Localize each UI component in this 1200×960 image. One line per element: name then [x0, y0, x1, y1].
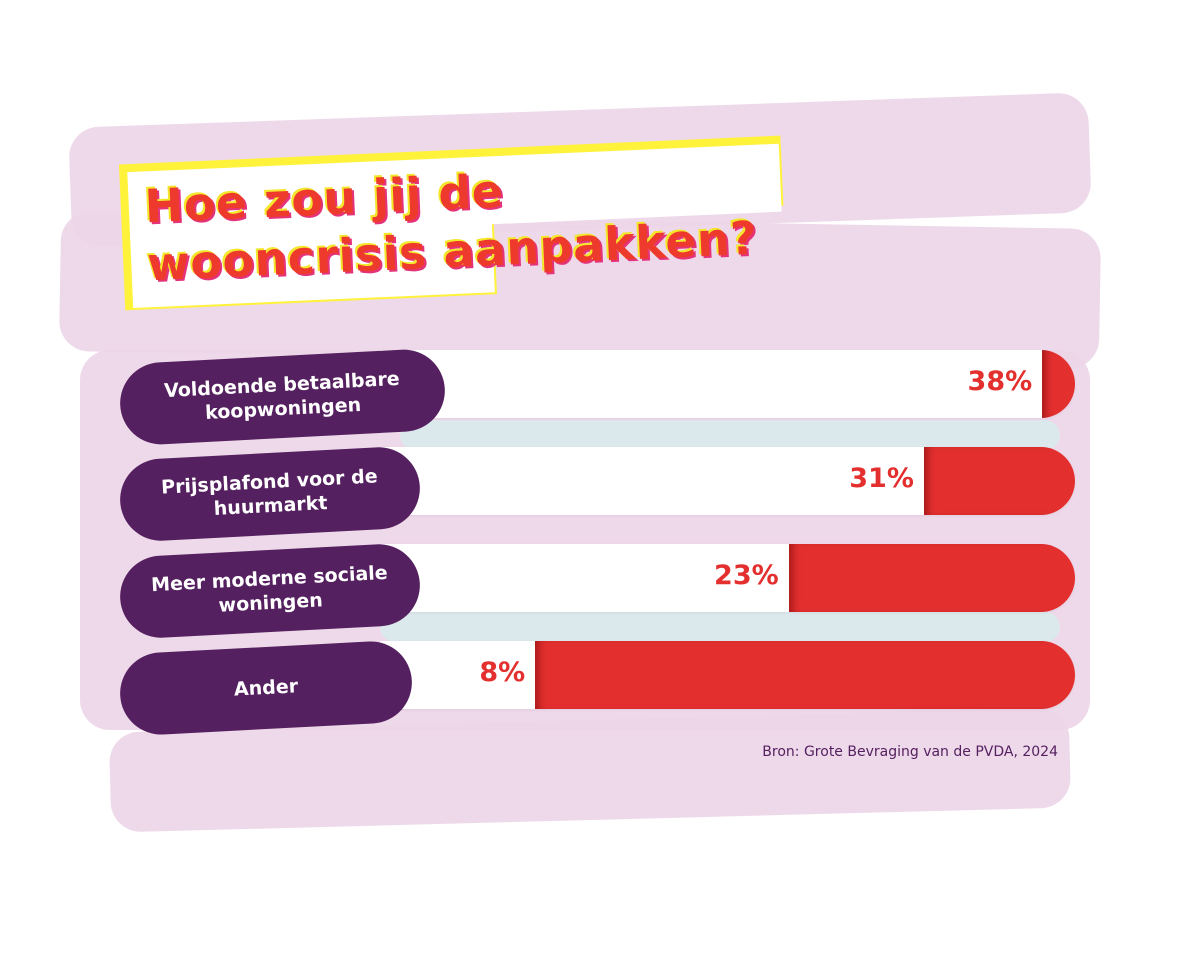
bar-row: 8% Ander	[0, 639, 1200, 737]
category-label: Meer moderne sociale woningen	[150, 561, 389, 617]
category-label-pill: Prijsplafond voor de huurmarkt	[118, 445, 422, 543]
bar-remainder	[535, 641, 1075, 709]
source-note: Bron: Grote Bevraging van de PVDA, 2024	[762, 744, 1058, 760]
bar-row: 38% Voldoende betaalbare koopwoningen	[0, 347, 1200, 447]
title-banner: Hoe zou jij de wooncrisis aanpakken?	[118, 135, 784, 311]
brush-stroke	[400, 420, 1060, 450]
bar-row: 23% Meer moderne sociale woningen	[0, 542, 1200, 640]
value-label: 23%	[714, 560, 779, 591]
category-label: Ander	[233, 675, 299, 701]
bar-track	[380, 641, 1075, 709]
category-label: Prijsplafond voor de huurmarkt	[160, 465, 379, 520]
category-label: Voldoende betaalbare koopwoningen	[163, 367, 401, 425]
category-label-pill: Meer moderne sociale woningen	[118, 542, 422, 640]
bar-track	[380, 544, 1075, 612]
bar-track	[380, 447, 1075, 515]
brush-stroke	[380, 612, 1060, 642]
bar-remainder	[788, 544, 1075, 612]
value-label: 31%	[849, 463, 914, 494]
bar-remainder	[1042, 350, 1075, 418]
bar-track	[380, 350, 1075, 418]
category-label-pill: Ander	[118, 639, 414, 737]
bar-row: 31% Prijsplafond voor de huurmarkt	[0, 445, 1200, 543]
category-label-pill: Voldoende betaalbare koopwoningen	[118, 347, 447, 447]
bar-remainder	[923, 447, 1075, 515]
value-label: 38%	[967, 366, 1033, 397]
value-label: 8%	[479, 657, 526, 688]
